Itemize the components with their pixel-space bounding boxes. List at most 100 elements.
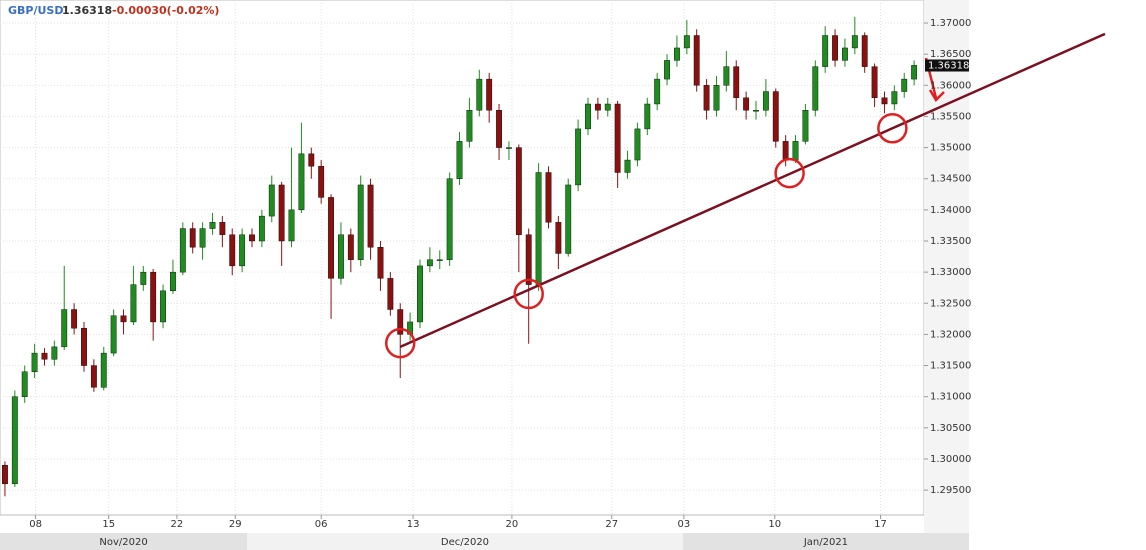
candle-body	[654, 78, 661, 105]
candle-body	[782, 141, 789, 161]
candle-body	[11, 396, 18, 485]
candle-body	[258, 215, 265, 242]
candle-body	[891, 91, 898, 105]
candle-body	[367, 184, 374, 248]
x-tick-label: 27	[605, 519, 618, 530]
candle-body	[683, 35, 690, 49]
candle-body	[822, 35, 829, 67]
y-tick-label: 1.33000	[930, 267, 971, 278]
period-label: Dec/2020	[441, 537, 489, 548]
touch-circle	[877, 113, 908, 144]
candle-body	[812, 66, 819, 111]
y-tick-label: 1.35500	[930, 111, 971, 122]
candle-body	[90, 365, 97, 388]
x-tick-label: 08	[29, 519, 42, 530]
candle-body	[911, 65, 918, 80]
candle-body	[41, 352, 48, 360]
candle-body	[268, 184, 275, 217]
candle-body	[762, 91, 769, 111]
y-tick-label: 1.30000	[930, 454, 971, 465]
touch-circle	[513, 278, 544, 310]
candle-body	[792, 141, 799, 161]
candle-body	[81, 327, 87, 366]
candle-body	[832, 35, 838, 61]
candle-body	[861, 35, 868, 67]
candle-body	[357, 184, 364, 260]
candle-body	[2, 464, 8, 485]
candle-body	[535, 172, 542, 285]
candle-body	[545, 172, 552, 223]
candle-body	[278, 184, 285, 242]
symbol: GBP/USD	[8, 4, 63, 17]
candle-body	[515, 147, 522, 235]
x-tick-label: 03	[677, 519, 690, 530]
last-price-label: 1.36318	[928, 61, 969, 72]
candle-body	[525, 234, 532, 285]
x-tick-label: 06	[315, 519, 328, 530]
y-tick-label: 1.35000	[930, 143, 971, 154]
candle-body	[851, 35, 858, 49]
x-tick-label: 17	[874, 519, 887, 530]
candle-body	[110, 315, 117, 354]
x-tick-label: 10	[768, 519, 781, 530]
candle-body	[229, 234, 236, 267]
y-tick-label: 1.30500	[930, 423, 971, 434]
candle-body	[753, 110, 759, 112]
candle-body	[21, 371, 28, 397]
candle-body	[209, 222, 216, 229]
period-label: Nov/2020	[99, 537, 147, 548]
candle-body	[436, 259, 443, 261]
y-tick-label: 1.29500	[930, 485, 971, 496]
candle-body	[664, 60, 670, 80]
candle-body	[170, 271, 176, 292]
period-band	[682, 533, 969, 550]
candle-body	[594, 103, 601, 111]
y-tick-label: 1.36500	[930, 49, 971, 60]
candle-body	[881, 97, 888, 105]
candle-body	[328, 197, 334, 279]
last-price-tag	[925, 59, 969, 72]
candle-body	[506, 147, 512, 149]
change: -0.00030(-0.02%)	[112, 4, 219, 17]
candle-body	[674, 47, 680, 61]
candle-body	[239, 234, 246, 267]
x-tick-label: 22	[171, 519, 184, 530]
y-tick-label: 1.32500	[930, 298, 971, 309]
candle-body	[150, 271, 157, 323]
y-tick-label: 1.31000	[930, 392, 971, 403]
candle-body	[634, 128, 641, 161]
candle-body	[308, 153, 315, 167]
candle-body	[189, 228, 196, 248]
candle-body	[733, 66, 740, 98]
period-label: Jan/2021	[803, 537, 848, 548]
candle-body	[901, 78, 908, 92]
candle-body	[456, 141, 463, 179]
candle-body	[575, 128, 582, 186]
candle-body	[199, 228, 206, 248]
y-tick-label: 1.34500	[930, 174, 971, 185]
price: 1.36318	[62, 4, 112, 17]
candle-body	[120, 315, 127, 323]
candle-body	[179, 228, 186, 273]
candle-body	[318, 166, 325, 198]
candle-body	[585, 103, 591, 130]
candle-body	[466, 110, 473, 142]
candle-body	[71, 309, 78, 329]
candle-body	[61, 309, 68, 348]
x-tick-label: 13	[407, 519, 420, 530]
candle-body	[486, 78, 493, 111]
candle-body	[377, 247, 384, 279]
candle-body	[397, 309, 404, 335]
candle-body	[802, 110, 809, 142]
candle-body	[446, 178, 453, 260]
candle-body	[426, 259, 433, 267]
y-tick-label: 1.37000	[930, 18, 971, 29]
candle-body	[219, 222, 226, 235]
period-band	[247, 533, 683, 550]
candle-body	[871, 66, 878, 98]
candle-body	[723, 66, 730, 86]
y-tick-label: 1.32000	[930, 329, 971, 340]
trendline	[399, 32, 1106, 349]
x-tick-label: 15	[102, 519, 115, 530]
